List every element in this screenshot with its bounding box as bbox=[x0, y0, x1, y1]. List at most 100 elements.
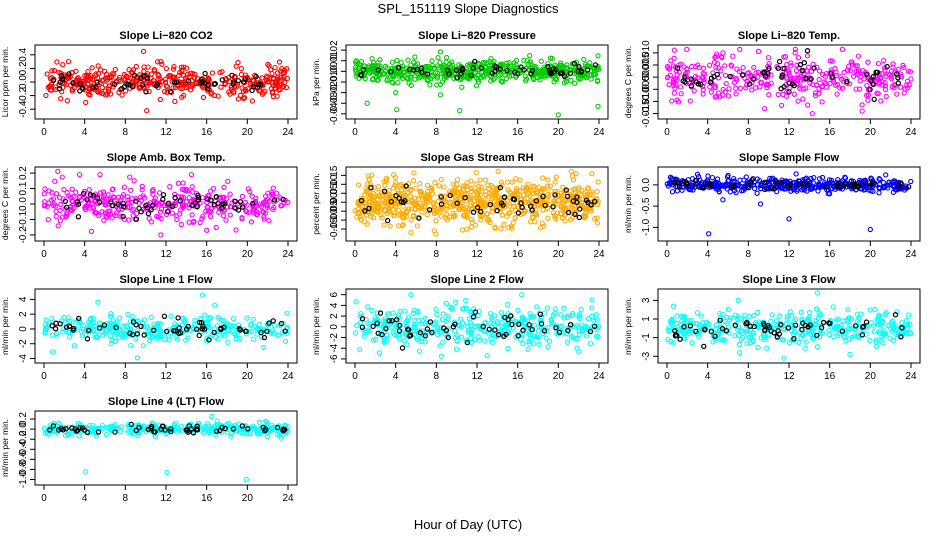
y-tick-label: -0.005 bbox=[641, 75, 652, 104]
data-point bbox=[679, 187, 685, 193]
data-point bbox=[281, 199, 287, 206]
data-point bbox=[161, 336, 168, 343]
data-point bbox=[459, 227, 466, 233]
data-point bbox=[172, 191, 178, 198]
data-point bbox=[568, 168, 574, 175]
data-point bbox=[530, 75, 536, 82]
data-point bbox=[55, 223, 61, 229]
outlier-point bbox=[720, 50, 726, 56]
data-point bbox=[177, 211, 183, 217]
data-point bbox=[902, 86, 908, 92]
data-point bbox=[362, 329, 368, 335]
highlight-point bbox=[802, 322, 809, 329]
data-point bbox=[879, 333, 885, 340]
data-point bbox=[804, 188, 810, 194]
data-point bbox=[698, 313, 704, 319]
highlight-point bbox=[508, 313, 514, 319]
data-point bbox=[540, 175, 546, 181]
data-point bbox=[50, 196, 57, 202]
data-point bbox=[223, 320, 229, 326]
highlight-point bbox=[193, 426, 200, 432]
data-point bbox=[45, 216, 51, 223]
data-point bbox=[225, 178, 231, 185]
data-point bbox=[97, 79, 103, 86]
panel-title: Slope Li−820 Temp. bbox=[738, 30, 840, 42]
data-point bbox=[547, 183, 553, 189]
data-point bbox=[902, 183, 909, 189]
data-point bbox=[434, 331, 441, 338]
highlight-point bbox=[565, 327, 571, 334]
data-point bbox=[530, 313, 537, 319]
highlight-point bbox=[192, 200, 198, 206]
highlight-point bbox=[762, 186, 768, 193]
highlight-point bbox=[96, 199, 103, 205]
data-point bbox=[398, 191, 404, 197]
data-point bbox=[889, 319, 896, 325]
highlight-point bbox=[143, 202, 149, 209]
data-point bbox=[572, 80, 578, 86]
data-point bbox=[495, 199, 502, 205]
data-point bbox=[405, 57, 411, 63]
outlier-point bbox=[212, 302, 218, 308]
data-point bbox=[783, 70, 790, 76]
data-point bbox=[816, 176, 823, 182]
data-point bbox=[76, 194, 82, 200]
data-point bbox=[550, 312, 556, 318]
x-tick-label: 12 bbox=[783, 371, 795, 382]
data-point bbox=[442, 72, 448, 79]
data-point bbox=[130, 212, 136, 219]
data-point bbox=[191, 218, 197, 225]
data-point bbox=[473, 181, 479, 187]
highlight-point bbox=[359, 324, 366, 330]
data-point bbox=[179, 202, 186, 208]
highlight-point bbox=[84, 336, 91, 342]
data-point bbox=[744, 340, 750, 347]
data-point bbox=[800, 332, 806, 338]
y-tick-label: 6 bbox=[329, 291, 340, 297]
data-point bbox=[393, 180, 399, 186]
data-point bbox=[751, 64, 757, 71]
data-point bbox=[425, 76, 431, 83]
data-point bbox=[592, 216, 598, 222]
highlight-point bbox=[799, 67, 805, 74]
series-points bbox=[41, 168, 291, 238]
data-point bbox=[259, 91, 266, 97]
highlight-point bbox=[459, 65, 466, 71]
data-point bbox=[414, 335, 420, 341]
data-point bbox=[144, 331, 150, 337]
data-point bbox=[509, 225, 515, 232]
highlight-point bbox=[94, 195, 101, 201]
highlight-point bbox=[90, 85, 96, 91]
highlight-point bbox=[591, 323, 598, 329]
data-point bbox=[480, 326, 487, 333]
data-point bbox=[804, 53, 811, 59]
data-point bbox=[473, 169, 479, 176]
data-point bbox=[722, 72, 729, 79]
highlight-point bbox=[219, 205, 225, 211]
highlight-point bbox=[906, 184, 912, 190]
data-point bbox=[134, 328, 141, 334]
highlight-point bbox=[426, 207, 433, 213]
data-point bbox=[238, 65, 245, 72]
highlight-point bbox=[222, 425, 228, 432]
x-tick-label: 24 bbox=[593, 249, 605, 260]
highlight-point bbox=[112, 429, 118, 435]
data-point bbox=[440, 311, 446, 317]
outlier-point bbox=[249, 98, 256, 104]
y-tick-label: -0.10 bbox=[329, 208, 340, 231]
highlight-point bbox=[553, 325, 559, 331]
highlight-point bbox=[168, 428, 174, 435]
data-point bbox=[826, 191, 833, 197]
data-point bbox=[887, 335, 893, 341]
data-point bbox=[204, 199, 210, 206]
data-point bbox=[576, 328, 582, 334]
y-tick-label: -1 bbox=[641, 333, 652, 342]
y-tick-label: 0.01 bbox=[329, 51, 340, 71]
data-point bbox=[467, 335, 474, 341]
highlight-point bbox=[94, 79, 100, 86]
data-point bbox=[184, 65, 190, 71]
data-point bbox=[544, 305, 550, 311]
highlight-point bbox=[130, 319, 137, 325]
data-point bbox=[158, 215, 164, 222]
